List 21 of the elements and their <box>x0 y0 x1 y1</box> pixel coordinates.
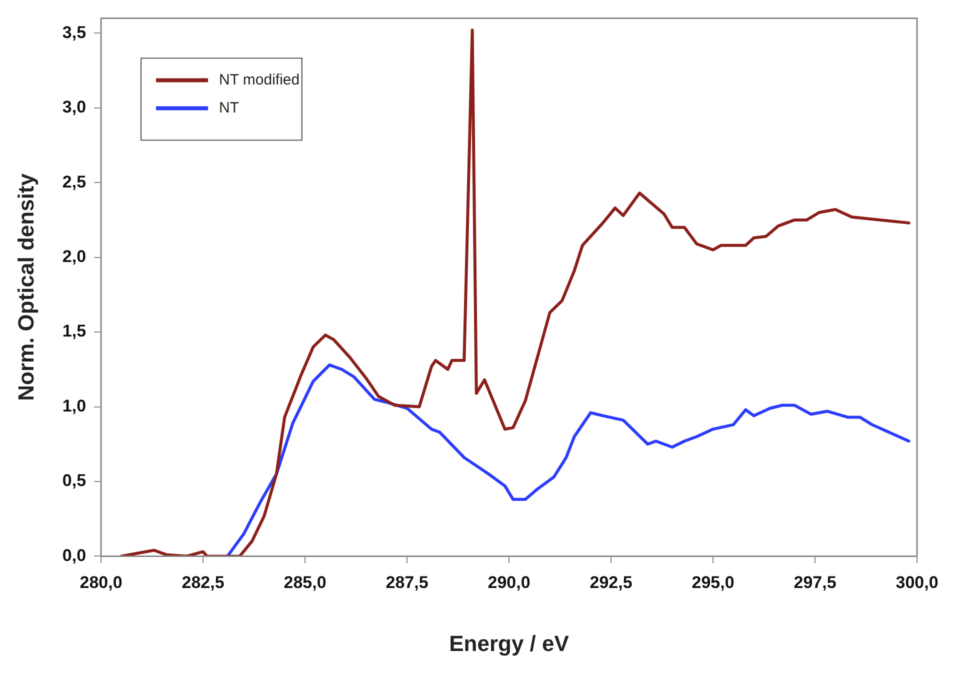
y-tick-label: 1,0 <box>62 396 86 416</box>
y-axis-title: Norm. Optical density <box>13 172 38 401</box>
x-axis-title: Energy / eV <box>449 630 570 656</box>
y-tick-label: 2,5 <box>62 172 86 192</box>
y-tick-label: 0,0 <box>62 546 86 565</box>
x-tick-label: 292,5 <box>590 573 632 592</box>
x-tick-label: 300,0 <box>896 573 938 592</box>
legend-label: NT <box>219 99 240 116</box>
x-tick-label: 285,0 <box>284 573 326 592</box>
y-tick-label: 2,0 <box>62 247 86 266</box>
y-tick-label: 3,0 <box>62 98 86 117</box>
x-tick-label: 295,0 <box>692 573 734 592</box>
x-tick-label: 290,0 <box>488 573 530 592</box>
x-tick-label: 297,5 <box>794 573 836 592</box>
legend-label: NT modified <box>219 71 300 88</box>
x-tick-label: 280,0 <box>80 573 122 592</box>
x-tick-label: 287,5 <box>386 573 428 592</box>
y-tick-label: 0,5 <box>62 471 86 490</box>
y-tick-label: 3,5 <box>62 22 86 42</box>
x-tick-label: 282,5 <box>182 573 224 592</box>
y-tick-label: 1,5 <box>62 322 86 341</box>
